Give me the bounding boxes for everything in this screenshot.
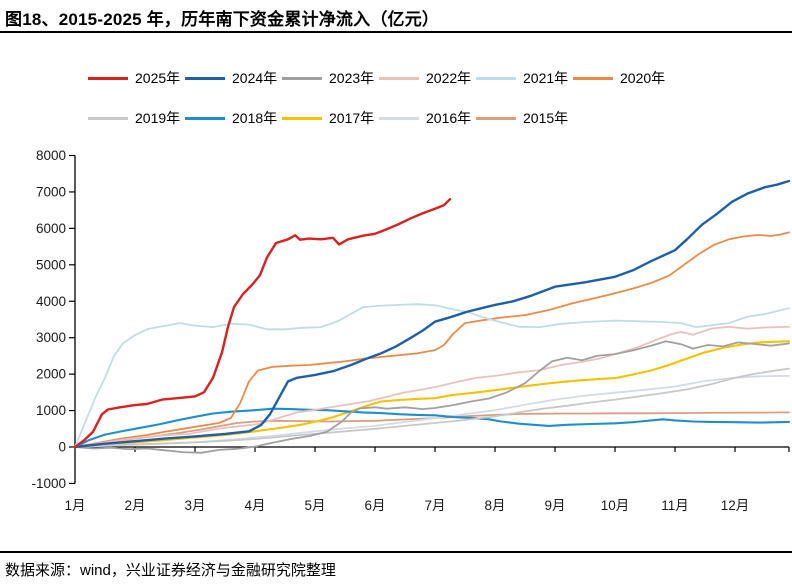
- title-divider: [0, 31, 792, 33]
- legend-item: 2020年: [573, 68, 670, 88]
- series-line-2024年: [73, 179, 791, 449]
- legend-swatch: [88, 76, 128, 80]
- legend-item: 2024年: [185, 68, 282, 88]
- legend-swatch: [379, 76, 419, 80]
- chart-legend-row-2: 2019年 2018年 2017年 2016年 2015年: [88, 108, 573, 128]
- legend-swatch: [573, 76, 613, 80]
- y-tick-label: 2000: [36, 367, 66, 382]
- y-tick-label: 8000: [36, 148, 66, 163]
- y-tick-label: 7000: [36, 184, 66, 199]
- data-source: 数据来源：wind，兴业证券经济与金融研究院整理: [5, 562, 336, 579]
- chart-legend-row-1: 2025年 2024年 2023年 2022年 2021年 2020年: [88, 68, 670, 88]
- x-tick-label: 11月: [661, 498, 689, 513]
- legend-item: 2018年: [185, 108, 282, 128]
- figure-title: 图18、2015-2025 年，历年南下资金累计净流入（亿元）: [5, 10, 440, 29]
- y-tick-label: 6000: [36, 221, 66, 236]
- footer-divider: [0, 551, 792, 553]
- x-tick-label: 3月: [184, 498, 205, 513]
- x-tick-label: 10月: [601, 498, 630, 513]
- legend-label: 2020年: [620, 70, 666, 86]
- x-tick-label: 7月: [424, 498, 445, 513]
- legend-item: 2017年: [282, 108, 379, 128]
- x-tick-label: 4月: [244, 498, 265, 513]
- legend-item: 2019年: [88, 108, 185, 128]
- legend-swatch: [282, 76, 322, 80]
- series-line-2021年: [74, 303, 790, 448]
- legend-label: 2021年: [523, 70, 569, 86]
- legend-item: 2021年: [476, 68, 573, 88]
- series-line-2017年: [73, 340, 791, 449]
- legend-label: 2024年: [232, 70, 278, 86]
- series-line-2023年: [74, 340, 790, 454]
- legend-label: 2015年: [523, 110, 569, 126]
- legend-swatch: [185, 76, 225, 80]
- legend-label: 2022年: [426, 70, 472, 86]
- y-tick-label: -1000: [31, 476, 66, 491]
- y-tick-label: 0: [58, 440, 66, 455]
- legend-swatch: [379, 116, 419, 120]
- y-tick-label: 1000: [36, 403, 66, 418]
- legend-item: 2022年: [379, 68, 476, 88]
- legend-label: 2019年: [135, 110, 181, 126]
- series-line-2018年: [73, 407, 791, 449]
- y-tick-label: 5000: [36, 257, 66, 272]
- series-line-2020年: [74, 231, 790, 448]
- legend-item: 2023年: [282, 68, 379, 88]
- x-tick-label: 5月: [304, 498, 325, 513]
- legend-swatch: [282, 116, 322, 120]
- legend-label: 2023年: [329, 70, 375, 86]
- legend-item: 2015年: [476, 108, 573, 128]
- series-line-2025年: [73, 197, 452, 449]
- series-line-2022年: [74, 325, 790, 448]
- x-tick-label: 2月: [124, 498, 145, 513]
- legend-item: 2025年: [88, 68, 185, 88]
- legend-swatch: [476, 116, 516, 120]
- legend-label: 2016年: [426, 110, 472, 126]
- x-tick-label: 12月: [721, 498, 750, 513]
- legend-label: 2025年: [135, 70, 181, 86]
- legend-swatch: [185, 116, 225, 120]
- legend-label: 2017年: [329, 110, 375, 126]
- x-tick-label: 1月: [64, 498, 85, 513]
- y-tick-label: 3000: [36, 330, 66, 345]
- x-tick-label: 8月: [484, 498, 505, 513]
- x-tick-label: 9月: [544, 498, 565, 513]
- legend-swatch: [476, 76, 516, 80]
- x-tick-label: 6月: [364, 498, 385, 513]
- series-line-2015年: [74, 411, 790, 448]
- legend-item: 2016年: [379, 108, 476, 128]
- legend-label: 2018年: [232, 110, 278, 126]
- legend-swatch: [88, 116, 128, 120]
- y-tick-label: 4000: [36, 294, 66, 309]
- series-line-2019年: [74, 367, 790, 448]
